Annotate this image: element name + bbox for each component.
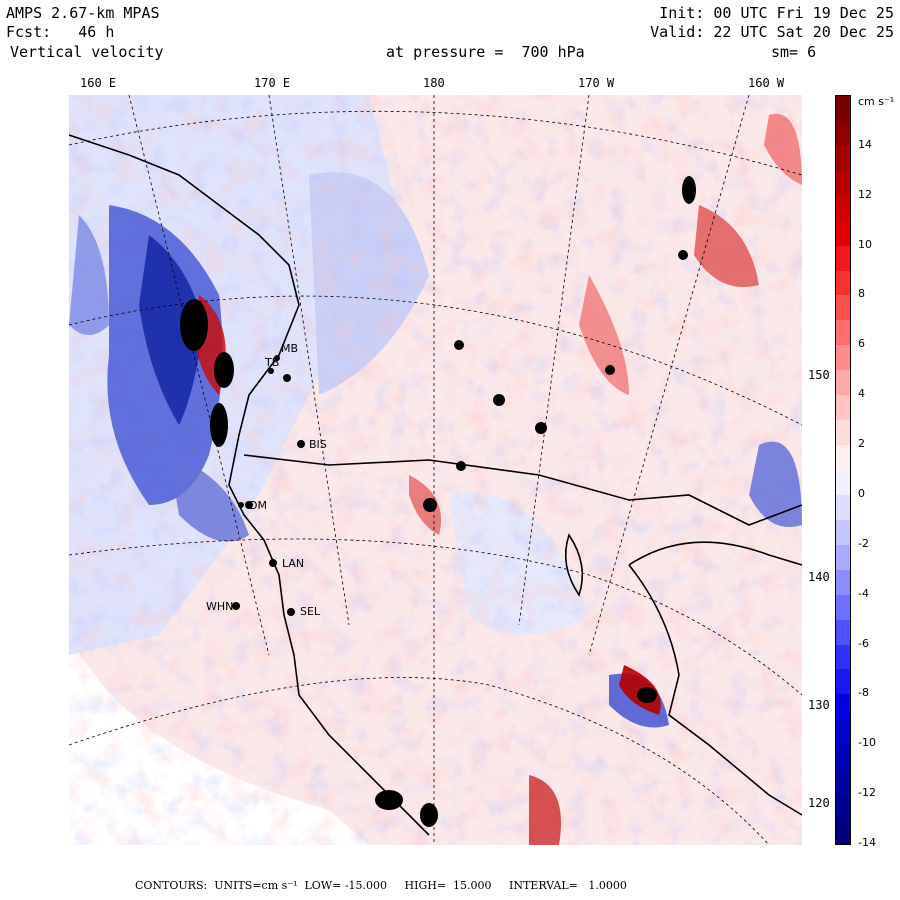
colorbar bbox=[835, 95, 851, 845]
colorbar-tick-label: 8 bbox=[858, 287, 865, 301]
colorbar-swatch bbox=[836, 594, 850, 621]
colorbar-swatch bbox=[836, 619, 850, 646]
model-title: AMPS 2.67-km MPAS bbox=[6, 4, 160, 22]
colorbar-swatch bbox=[836, 544, 850, 571]
colorbar-swatch bbox=[836, 345, 850, 371]
colorbar-swatch bbox=[836, 669, 850, 695]
colorbar-units: cm s⁻¹ bbox=[858, 95, 895, 108]
colorbar-tick-label: 2 bbox=[858, 437, 865, 451]
colorbar-swatch bbox=[836, 220, 850, 247]
station-dm: DM bbox=[249, 499, 267, 512]
valid-time: Valid: 22 UTC Sat 20 Dec 25 bbox=[650, 23, 894, 41]
colorbar-swatch bbox=[836, 420, 850, 446]
station-whn: WHN bbox=[206, 600, 234, 613]
colorbar-tick-label: 4 bbox=[858, 387, 865, 401]
contour-info: CONTOURS: UNITS=cm s⁻¹ LOW= -15.000 HIGH… bbox=[135, 879, 627, 892]
colorbar-swatch bbox=[836, 145, 850, 172]
station-lan: LAN bbox=[282, 557, 305, 570]
station-sel: SEL bbox=[300, 605, 321, 618]
colorbar-swatch bbox=[836, 245, 850, 272]
colorbar-tick-label: -10 bbox=[858, 736, 876, 750]
colorbar-swatch bbox=[836, 170, 850, 197]
colorbar-swatch bbox=[836, 195, 850, 222]
pressure-level: at pressure = 700 hPa bbox=[386, 43, 585, 61]
lon-label-160w: 160 W bbox=[748, 76, 785, 90]
lon-label-160e: 160 E bbox=[80, 76, 117, 90]
colorbar-swatch bbox=[836, 120, 850, 147]
colorbar-swatch bbox=[836, 445, 850, 471]
colorbar-tick-label: 10 bbox=[858, 237, 872, 251]
colorbar-swatch bbox=[836, 769, 850, 795]
colorbar-tick-label: 0 bbox=[858, 486, 865, 500]
lon-label-170e: 170 E bbox=[254, 76, 291, 90]
colorbar-swatch bbox=[836, 470, 850, 496]
colorbar-swatch bbox=[836, 96, 850, 122]
smoothing-value: sm= 6 bbox=[771, 43, 817, 61]
map-panel bbox=[69, 95, 802, 845]
colorbar-tick-label: -8 bbox=[858, 686, 869, 700]
colorbar-tick-label: 12 bbox=[858, 187, 872, 201]
colorbar-swatch bbox=[836, 794, 850, 820]
colorbar-swatch bbox=[836, 519, 850, 546]
colorbar-swatch bbox=[836, 270, 850, 296]
station-mb: MB bbox=[281, 342, 299, 355]
station-tb: TB bbox=[265, 356, 280, 369]
colorbar-tick-label: -14 bbox=[858, 836, 876, 849]
colorbar-tick-label: -12 bbox=[858, 786, 876, 800]
variable-name: Vertical velocity bbox=[10, 43, 164, 61]
colorbar-tick-label: 6 bbox=[858, 337, 865, 351]
colorbar-tick-label: -6 bbox=[858, 636, 869, 650]
lon-label-170w: 170 W bbox=[578, 76, 615, 90]
colorbar-swatch bbox=[836, 744, 850, 770]
forecast-hour: Fcst: 46 h bbox=[6, 23, 115, 41]
colorbar-swatch bbox=[836, 370, 850, 396]
colorbar-tick-label: 14 bbox=[858, 137, 872, 151]
colorbar-swatch bbox=[836, 819, 850, 845]
colorbar-swatch bbox=[836, 395, 850, 421]
colorbar-swatch bbox=[836, 494, 850, 521]
colorbar-swatch bbox=[836, 644, 850, 670]
colorbar-swatch bbox=[836, 569, 850, 596]
init-time: Init: 00 UTC Fri 19 Dec 25 bbox=[659, 4, 894, 22]
colorbar-swatch bbox=[836, 694, 850, 720]
colorbar-swatch bbox=[836, 719, 850, 745]
colorbar-swatch bbox=[836, 295, 850, 321]
station-bis: BIS bbox=[309, 438, 327, 451]
colorbar-tick-label: -2 bbox=[858, 536, 869, 550]
vertical-velocity-field bbox=[69, 95, 802, 845]
colorbar-tick-label: -4 bbox=[858, 586, 869, 600]
lon-label-180: 180 bbox=[423, 76, 445, 90]
colorbar-swatch bbox=[836, 320, 850, 346]
